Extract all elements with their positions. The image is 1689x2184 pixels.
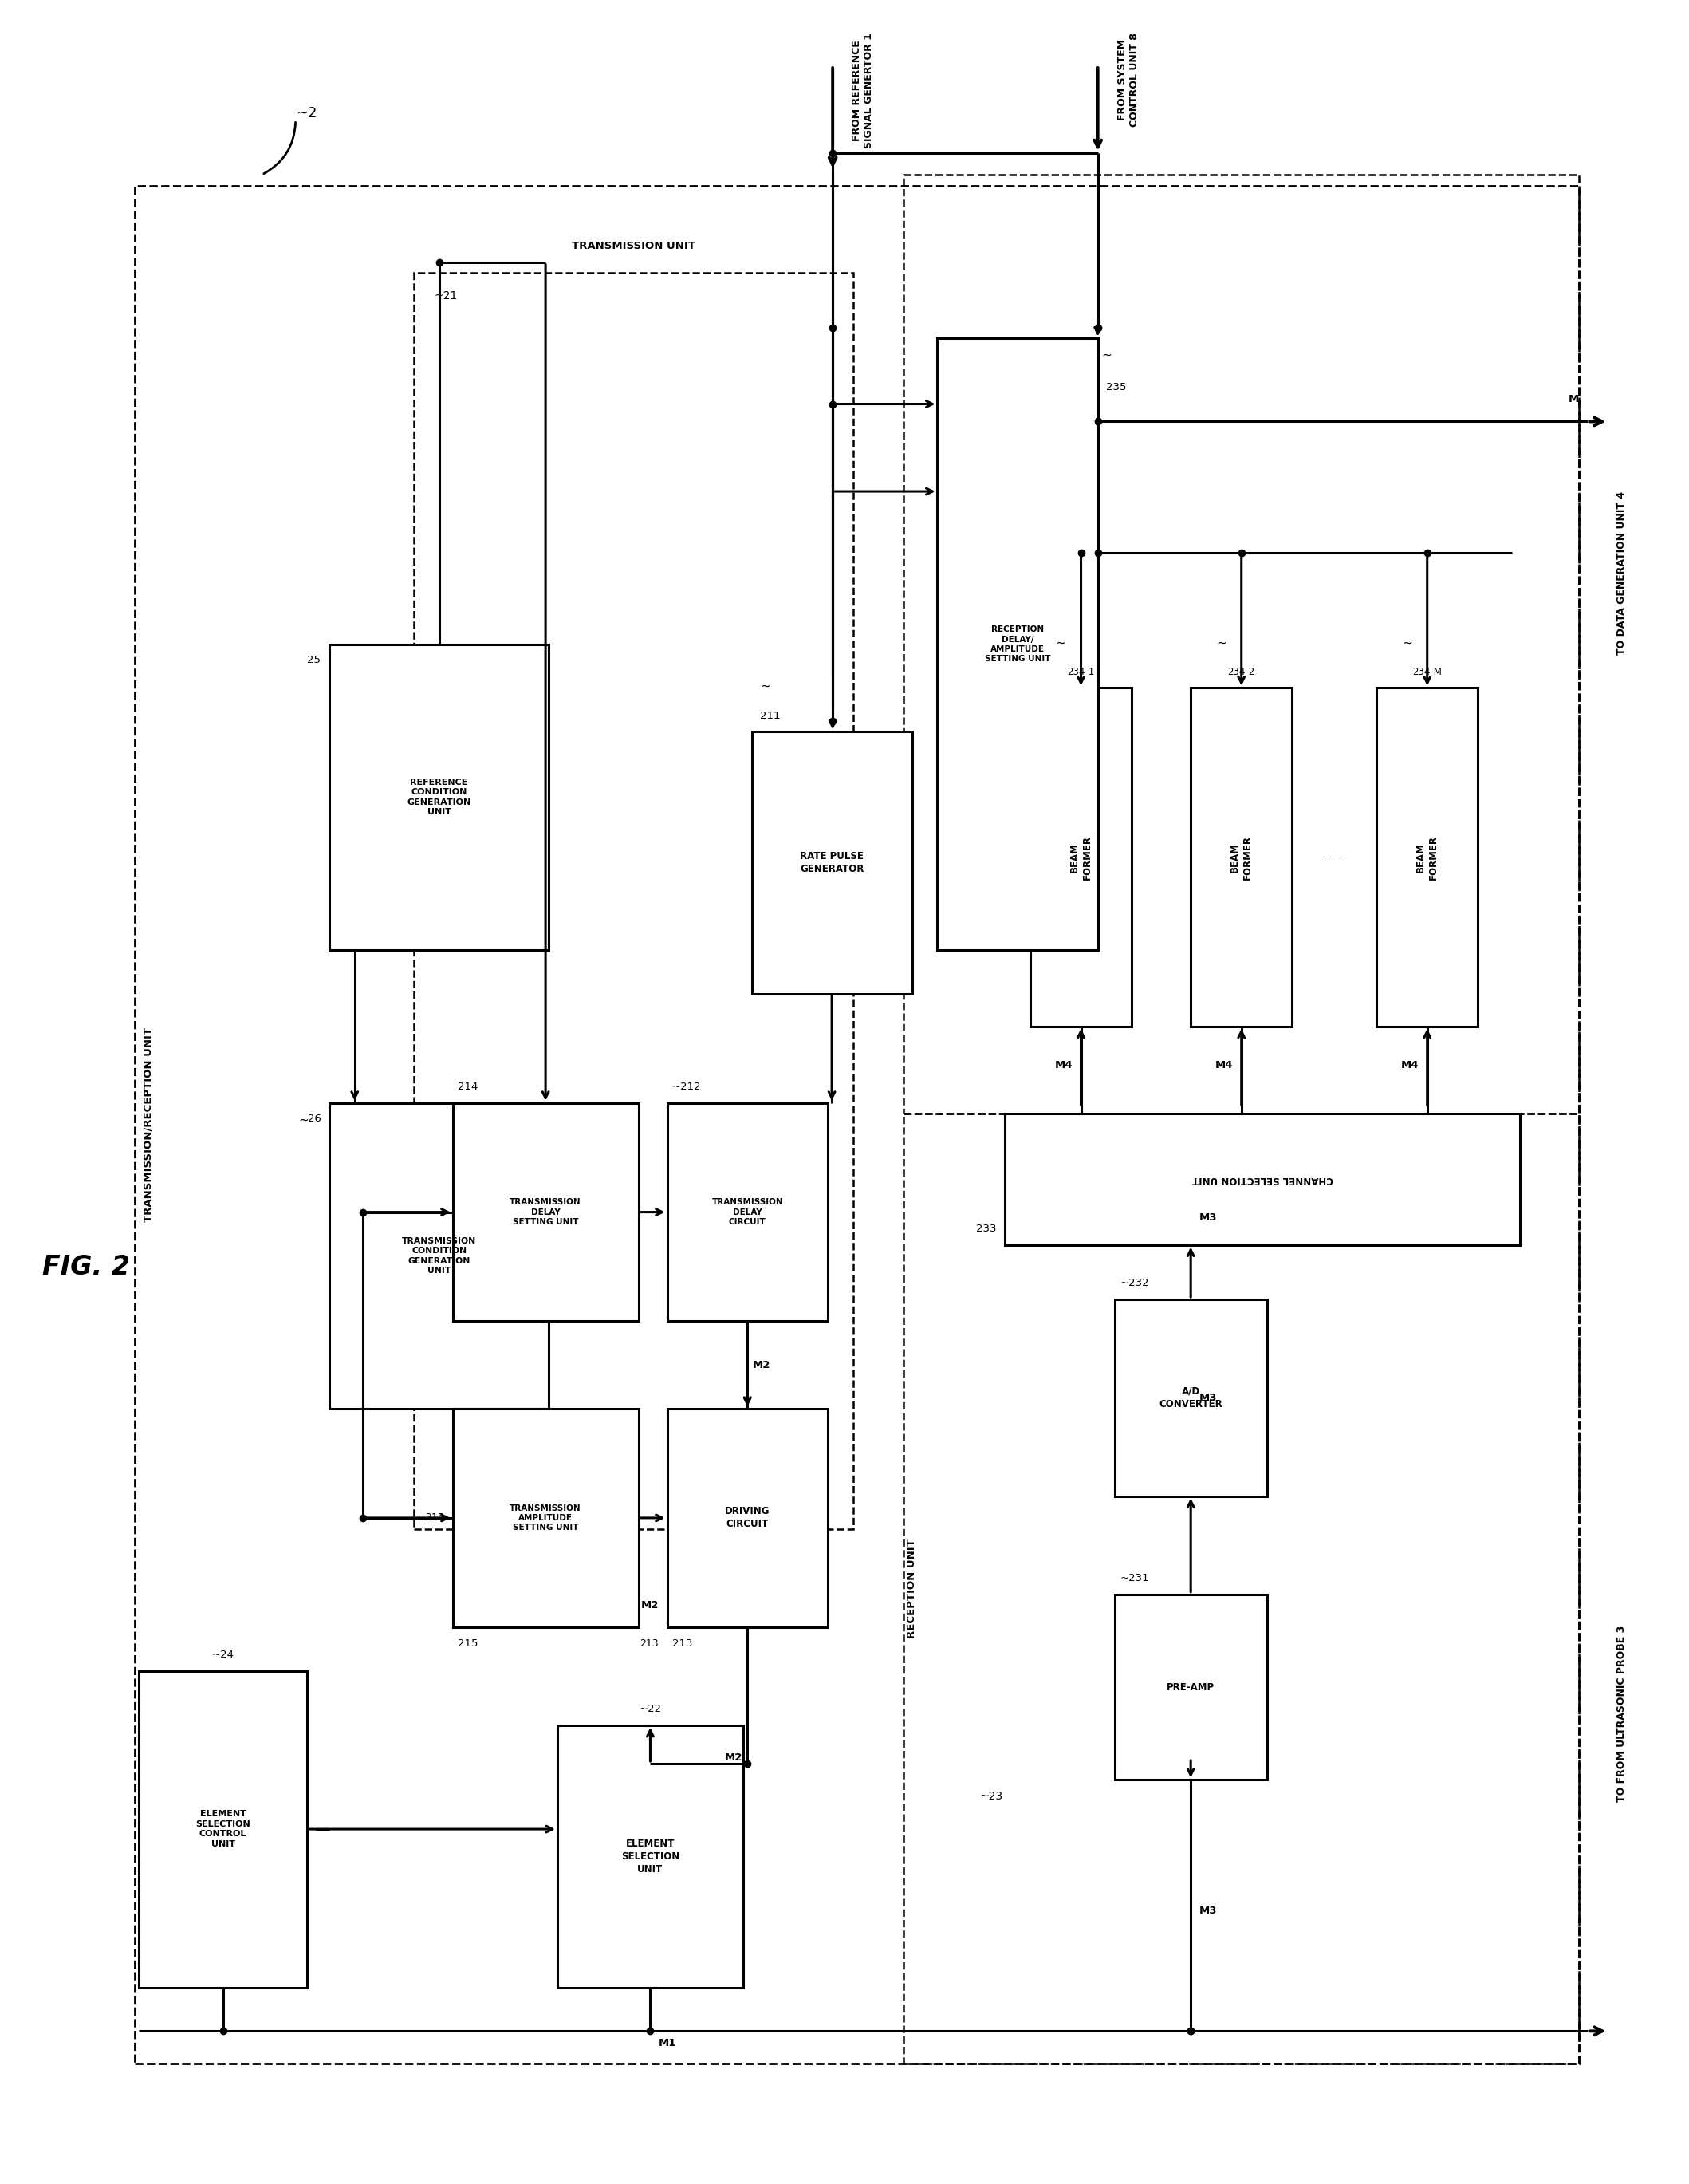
Bar bbox=[667, 1103, 828, 1321]
Bar bbox=[414, 273, 853, 1529]
Text: 211: 211 bbox=[760, 710, 780, 721]
Bar bbox=[1030, 688, 1132, 1026]
Bar bbox=[557, 1725, 743, 1987]
Text: FIG. 2: FIG. 2 bbox=[42, 1254, 130, 1280]
Text: ~212: ~212 bbox=[672, 1081, 701, 1092]
Text: 234-2: 234-2 bbox=[1228, 666, 1255, 677]
Bar bbox=[1377, 688, 1478, 1026]
Text: 25: 25 bbox=[307, 655, 321, 666]
Text: DRIVING
CIRCUIT: DRIVING CIRCUIT bbox=[725, 1507, 770, 1529]
Text: M4: M4 bbox=[1400, 1059, 1419, 1070]
Text: M: M bbox=[1569, 393, 1579, 404]
Text: ELEMENT
SELECTION
CONTROL
UNIT: ELEMENT SELECTION CONTROL UNIT bbox=[196, 1811, 250, 1848]
Text: 233: 233 bbox=[976, 1223, 997, 1234]
Text: ~: ~ bbox=[1402, 638, 1412, 649]
Text: 26: 26 bbox=[307, 1114, 321, 1125]
Text: M3: M3 bbox=[1199, 1212, 1218, 1223]
Text: ~21: ~21 bbox=[434, 290, 458, 301]
Bar bbox=[1191, 688, 1292, 1026]
Text: A/D
CONVERTER: A/D CONVERTER bbox=[1159, 1387, 1223, 1409]
Text: ~2: ~2 bbox=[296, 105, 318, 120]
Text: M3: M3 bbox=[1199, 1393, 1218, 1402]
Text: M4: M4 bbox=[1054, 1059, 1073, 1070]
Text: ~232: ~232 bbox=[1120, 1278, 1149, 1289]
Text: RATE PULSE
GENERATOR: RATE PULSE GENERATOR bbox=[801, 852, 863, 874]
Bar bbox=[1115, 1594, 1267, 1780]
Text: 234-M: 234-M bbox=[1412, 666, 1442, 677]
Text: BEAM
FORMER: BEAM FORMER bbox=[1230, 834, 1253, 880]
Text: FROM SYSTEM
CONTROL UNIT 8: FROM SYSTEM CONTROL UNIT 8 bbox=[1116, 33, 1140, 127]
Bar bbox=[453, 1103, 638, 1321]
Text: CHANNEL SELECTION UNIT: CHANNEL SELECTION UNIT bbox=[1192, 1175, 1333, 1184]
Text: TRANSMISSION
DELAY
CIRCUIT: TRANSMISSION DELAY CIRCUIT bbox=[711, 1199, 784, 1225]
Bar bbox=[329, 644, 549, 950]
Text: 215: 215 bbox=[458, 1638, 478, 1649]
Text: ~23: ~23 bbox=[980, 1791, 1003, 1802]
Bar bbox=[329, 1103, 549, 1409]
Text: TRANSMISSION UNIT: TRANSMISSION UNIT bbox=[571, 240, 696, 251]
Text: ELEMENT
SELECTION
UNIT: ELEMENT SELECTION UNIT bbox=[622, 1839, 679, 1874]
Text: ~: ~ bbox=[299, 1114, 309, 1125]
Text: 235: 235 bbox=[1106, 382, 1127, 393]
Text: - - -: - - - bbox=[1326, 852, 1343, 863]
Text: M2: M2 bbox=[725, 1752, 743, 1762]
Text: BEAM
FORMER: BEAM FORMER bbox=[1069, 834, 1093, 880]
Bar bbox=[904, 175, 1579, 1114]
Text: TRANSMISSION
DELAY
SETTING UNIT: TRANSMISSION DELAY SETTING UNIT bbox=[510, 1199, 581, 1225]
Bar bbox=[752, 732, 912, 994]
Text: TO DATA GENERATION UNIT 4: TO DATA GENERATION UNIT 4 bbox=[1616, 491, 1627, 655]
Bar bbox=[1115, 1299, 1267, 1496]
Bar bbox=[138, 1671, 307, 1987]
Bar bbox=[667, 1409, 828, 1627]
Text: ~: ~ bbox=[1216, 638, 1226, 649]
Bar bbox=[135, 186, 1579, 2064]
Text: 215: 215 bbox=[426, 1514, 444, 1522]
Bar bbox=[937, 339, 1098, 950]
Text: ~231: ~231 bbox=[1120, 1572, 1149, 1583]
Text: 214: 214 bbox=[458, 1081, 478, 1092]
Text: 234-1: 234-1 bbox=[1067, 666, 1094, 677]
Bar bbox=[453, 1409, 638, 1627]
Text: M3: M3 bbox=[1199, 1907, 1218, 1915]
Text: TRANSMISSION
CONDITION
GENERATION
UNIT: TRANSMISSION CONDITION GENERATION UNIT bbox=[402, 1236, 476, 1275]
Text: ~: ~ bbox=[760, 681, 770, 692]
Text: M1: M1 bbox=[659, 2038, 677, 2049]
Text: M2: M2 bbox=[753, 1361, 770, 1369]
Text: TRANSMISSION/RECEPTION UNIT: TRANSMISSION/RECEPTION UNIT bbox=[144, 1026, 154, 1223]
Text: ~: ~ bbox=[1101, 349, 1111, 360]
Text: BEAM
FORMER: BEAM FORMER bbox=[1415, 834, 1439, 880]
Bar bbox=[904, 1114, 1579, 2064]
Text: PRE-AMP: PRE-AMP bbox=[1167, 1682, 1214, 1693]
Text: ~: ~ bbox=[1056, 638, 1066, 649]
Text: 213: 213 bbox=[640, 1638, 659, 1649]
Text: RECEPTION
DELAY/
AMPLITUDE
SETTING UNIT: RECEPTION DELAY/ AMPLITUDE SETTING UNIT bbox=[985, 625, 1051, 664]
Bar bbox=[1005, 1114, 1520, 1245]
Text: 213: 213 bbox=[672, 1638, 692, 1649]
Text: TRANSMISSION
AMPLITUDE
SETTING UNIT: TRANSMISSION AMPLITUDE SETTING UNIT bbox=[510, 1505, 581, 1531]
Text: RECEPTION UNIT: RECEPTION UNIT bbox=[907, 1540, 917, 1638]
Text: REFERENCE
CONDITION
GENERATION
UNIT: REFERENCE CONDITION GENERATION UNIT bbox=[407, 778, 471, 817]
Text: TO FROM ULTRASONIC PROBE 3: TO FROM ULTRASONIC PROBE 3 bbox=[1616, 1625, 1627, 1802]
Text: M4: M4 bbox=[1214, 1059, 1233, 1070]
Text: ~22: ~22 bbox=[638, 1704, 662, 1714]
Text: ~24: ~24 bbox=[211, 1649, 235, 1660]
Text: FROM REFERENCE
SIGNAL GENERTOR 1: FROM REFERENCE SIGNAL GENERTOR 1 bbox=[851, 33, 875, 149]
Text: M2: M2 bbox=[640, 1601, 659, 1610]
